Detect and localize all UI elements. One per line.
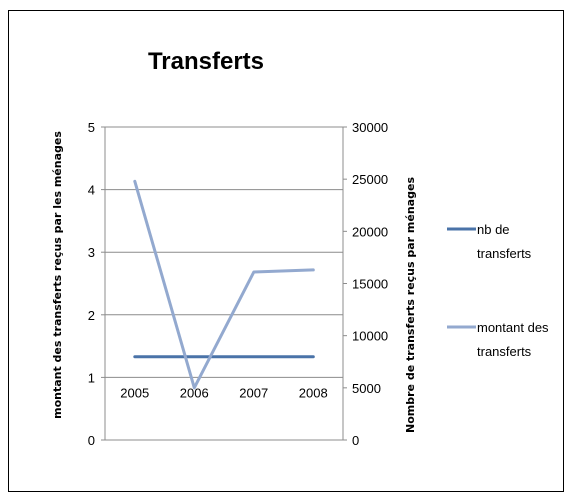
chart-svg: Transferts 0 1 2 3 4 5 0 5000 10000 15000 20000 250… [51,48,549,448]
y-left-tick-label: 3 [88,245,95,260]
y-right-axis-title: Nombre de transferts reçus par ménages [404,177,417,433]
y-right-tick-label: 15000 [352,277,388,292]
legend-label: transferts [477,246,532,261]
y-left-tick-label: 5 [88,120,95,135]
legend-label: transferts [477,344,532,359]
x-tick-label: 2005 [120,385,149,400]
legend-label: nb de [477,222,510,237]
legend-item: nb de transferts [447,222,532,261]
axes [101,126,347,441]
x-tick-label: 2008 [299,385,328,400]
y-left-tick-label: 1 [88,370,95,385]
tick-labels: 0 1 2 3 4 5 0 5000 10000 15000 20000 25000 30000 2005… [88,120,388,448]
legend-item: montant des transferts [447,320,549,359]
y-right-tick-label: 30000 [352,120,388,135]
x-tick-label: 2007 [239,385,268,400]
y-right-tick-label: 20000 [352,224,388,239]
legend: nb de transferts montant des transferts [447,222,549,359]
y-right-tick-label: 10000 [352,329,388,344]
series-line [133,179,315,390]
y-right-tick-label: 0 [352,433,359,448]
chart-frame: Transferts 0 1 2 3 4 5 0 5000 10000 15000 20000 250… [8,10,564,492]
y-left-axis-title: montant des transferts reçus par les mén… [51,131,64,419]
legend-label: montant des [477,320,549,335]
y-left-tick-label: 2 [88,308,95,323]
y-right-tick-label: 25000 [352,172,388,187]
y-right-tick-label: 5000 [352,381,381,396]
gridlines [105,126,343,378]
y-left-tick-label: 4 [88,183,95,198]
y-left-tick-label: 0 [88,433,95,448]
chart-title: Transferts [148,48,264,75]
series-lines [133,179,315,390]
x-tick-label: 2006 [180,385,209,400]
